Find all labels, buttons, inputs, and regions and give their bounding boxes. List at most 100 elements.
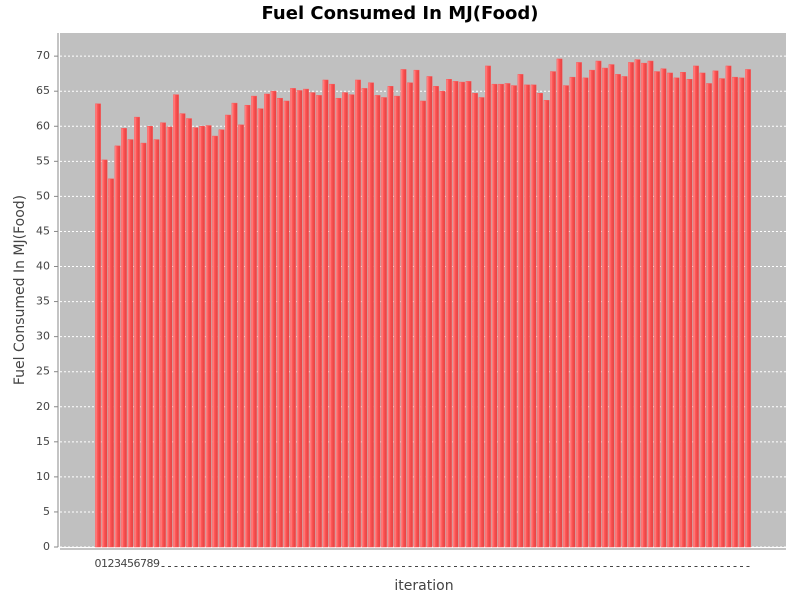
x-tick-ellipsis bbox=[239, 566, 243, 567]
bar bbox=[576, 62, 582, 548]
bar bbox=[446, 79, 452, 548]
bar bbox=[283, 100, 290, 548]
bar bbox=[660, 68, 667, 548]
bar bbox=[589, 69, 595, 548]
x-tick-ellipsis bbox=[454, 566, 457, 567]
y-tick-label: 40 bbox=[36, 260, 50, 273]
x-tick-label: 2 bbox=[108, 557, 115, 570]
bar bbox=[602, 67, 608, 548]
bar bbox=[361, 88, 368, 548]
x-tick-ellipsis bbox=[512, 566, 516, 567]
bar bbox=[134, 116, 140, 548]
y-tick-label: 30 bbox=[36, 330, 50, 343]
x-tick-ellipsis bbox=[168, 566, 171, 567]
bar bbox=[199, 126, 205, 548]
x-tick-label: 9 bbox=[153, 557, 160, 570]
bar bbox=[641, 62, 647, 548]
x-tick-ellipsis bbox=[330, 566, 334, 567]
bar bbox=[478, 97, 485, 548]
bar bbox=[101, 159, 108, 548]
x-tick-ellipsis bbox=[350, 566, 353, 567]
bar bbox=[738, 77, 745, 548]
x-tick-ellipsis bbox=[415, 566, 418, 567]
bar bbox=[426, 76, 433, 548]
x-tick-ellipsis bbox=[233, 566, 236, 567]
bar bbox=[114, 145, 121, 548]
bar bbox=[192, 127, 199, 548]
x-tick-ellipsis bbox=[636, 566, 639, 567]
bar bbox=[95, 103, 101, 548]
x-tick-ellipsis bbox=[668, 566, 672, 567]
bar bbox=[517, 74, 524, 548]
y-tick-label: 60 bbox=[36, 119, 50, 132]
y-tick-label: 20 bbox=[36, 400, 50, 413]
x-axis-label: iteration bbox=[394, 578, 453, 594]
x-tick-ellipsis bbox=[285, 566, 288, 567]
x-tick-ellipsis bbox=[259, 566, 262, 567]
bar bbox=[173, 94, 179, 548]
x-tick-ellipsis bbox=[551, 566, 555, 567]
x-tick-ellipsis bbox=[402, 566, 405, 567]
bar bbox=[699, 72, 706, 548]
x-tick-ellipsis bbox=[434, 566, 438, 567]
x-tick-ellipsis bbox=[246, 566, 249, 567]
x-tick-ellipsis bbox=[226, 566, 230, 567]
bar bbox=[472, 93, 478, 548]
bar bbox=[179, 113, 186, 548]
bar bbox=[569, 76, 576, 548]
chart-title: Fuel Consumed In MJ(Food) bbox=[262, 3, 539, 24]
bar bbox=[693, 65, 699, 548]
x-tick-ellipsis bbox=[408, 566, 412, 567]
y-tick-label: 25 bbox=[36, 365, 50, 378]
x-tick-ellipsis bbox=[311, 566, 314, 567]
x-tick-ellipsis bbox=[428, 566, 431, 567]
bar bbox=[322, 79, 329, 548]
x-tick-ellipsis bbox=[467, 566, 470, 567]
x-tick-label: 6 bbox=[134, 557, 141, 570]
x-tick-ellipsis bbox=[584, 566, 587, 567]
bar bbox=[160, 122, 166, 548]
x-tick-ellipsis bbox=[707, 566, 711, 567]
bar bbox=[257, 108, 264, 548]
bar bbox=[329, 83, 335, 548]
bar bbox=[582, 77, 589, 548]
y-tick-label: 35 bbox=[36, 295, 50, 308]
bar bbox=[166, 126, 173, 548]
x-tick-label: 4 bbox=[121, 557, 128, 570]
bar bbox=[667, 72, 673, 548]
x-tick-ellipsis bbox=[304, 566, 308, 567]
bar bbox=[407, 82, 413, 548]
bar bbox=[452, 81, 459, 548]
bar bbox=[238, 124, 244, 548]
x-tick-ellipsis bbox=[733, 566, 737, 567]
bar bbox=[745, 69, 751, 548]
y-axis-label: Fuel Consumed In MJ(Food) bbox=[12, 195, 28, 385]
x-tick-ellipsis bbox=[317, 566, 321, 567]
x-tick-ellipsis bbox=[727, 566, 730, 567]
x-tick-ellipsis bbox=[558, 566, 561, 567]
bar bbox=[621, 76, 628, 548]
bar bbox=[368, 82, 374, 548]
x-tick-ellipsis bbox=[597, 566, 600, 567]
x-tick-label: 7 bbox=[140, 557, 147, 570]
x-tick-ellipsis bbox=[525, 566, 529, 567]
bar bbox=[231, 102, 238, 548]
bar bbox=[400, 69, 407, 548]
x-tick-label: 0 bbox=[95, 557, 102, 570]
x-tick-ellipsis bbox=[187, 566, 191, 567]
bar bbox=[563, 85, 569, 548]
y-tick-label: 65 bbox=[36, 84, 50, 97]
bar bbox=[608, 64, 615, 548]
x-tick-ellipsis bbox=[499, 566, 503, 567]
x-tick-ellipsis bbox=[207, 566, 210, 567]
x-tick-ellipsis bbox=[376, 566, 379, 567]
bar bbox=[433, 86, 439, 548]
y-tick-label: 55 bbox=[36, 154, 50, 167]
bar bbox=[680, 72, 686, 548]
x-tick-ellipsis bbox=[174, 566, 178, 567]
bar bbox=[316, 95, 322, 548]
x-tick-label: 1 bbox=[101, 557, 108, 570]
bar bbox=[381, 97, 387, 548]
bar bbox=[244, 104, 251, 548]
bar bbox=[530, 84, 537, 548]
